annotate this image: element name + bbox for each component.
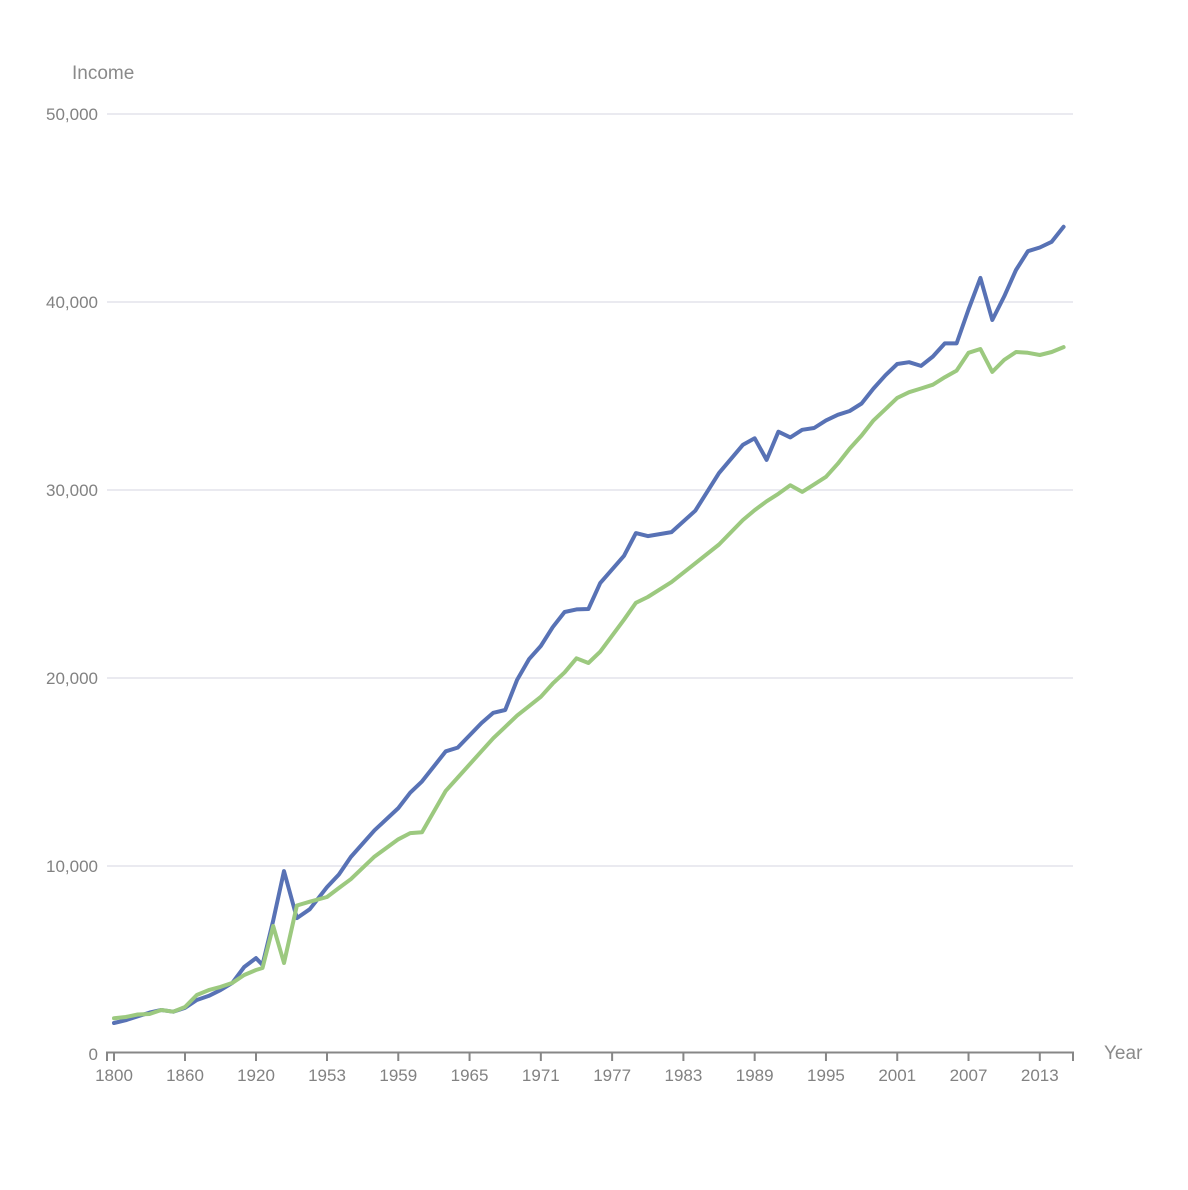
series-lines bbox=[112, 224, 1066, 1025]
x-axis bbox=[106, 1051, 1074, 1061]
y-tick-label-10000: 10,000 bbox=[46, 857, 98, 876]
x-tick-label-1983: 1983 bbox=[664, 1066, 702, 1085]
x-tick-labels: 1800 1860 1920 1953 1959 1965 1971 1977 1983 1989… bbox=[95, 1066, 1059, 1085]
y-tick-label-40000: 40,000 bbox=[46, 293, 98, 312]
y-tick-label-20000: 20,000 bbox=[46, 669, 98, 688]
series-line-green bbox=[112, 345, 1066, 1021]
x-tick-label-1800: 1800 bbox=[95, 1066, 133, 1085]
series-line-blue bbox=[112, 224, 1066, 1025]
x-tick-label-1977: 1977 bbox=[593, 1066, 631, 1085]
x-axis-line bbox=[106, 1051, 1074, 1061]
y-axis-title: Income bbox=[72, 63, 134, 84]
y-tick-label-30000: 30,000 bbox=[46, 481, 98, 500]
x-tick-label-2007: 2007 bbox=[950, 1066, 988, 1085]
y-tick-labels: 0 10,000 20,000 30,000 40,000 50,000 bbox=[46, 105, 98, 1064]
x-tick-label-1995: 1995 bbox=[807, 1066, 845, 1085]
x-tick-label-1971: 1971 bbox=[522, 1066, 560, 1085]
x-tick-label-1860: 1860 bbox=[166, 1066, 204, 1085]
x-tick-label-1959: 1959 bbox=[379, 1066, 417, 1085]
x-tick-label-1965: 1965 bbox=[451, 1066, 489, 1085]
x-tick-label-1920: 1920 bbox=[237, 1066, 275, 1085]
x-tick-label-1953: 1953 bbox=[308, 1066, 346, 1085]
y-tick-label-0: 0 bbox=[89, 1045, 98, 1064]
y-tick-label-50000: 50,000 bbox=[46, 105, 98, 124]
x-tick-label-2013: 2013 bbox=[1021, 1066, 1059, 1085]
x-tick-label-2001: 2001 bbox=[878, 1066, 916, 1085]
x-axis-title: Year bbox=[1104, 1043, 1143, 1064]
x-tick-label-1989: 1989 bbox=[736, 1066, 774, 1085]
y-gridlines bbox=[107, 113, 1073, 867]
